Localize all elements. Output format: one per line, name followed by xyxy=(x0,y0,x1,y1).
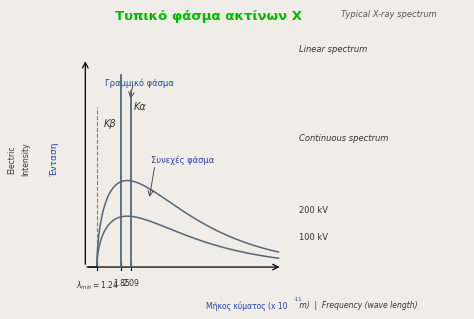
Text: Kβ: Kβ xyxy=(104,119,116,129)
Text: m)  |  Frequency (wave length): m) | Frequency (wave length) xyxy=(297,301,418,310)
Text: 200 kV: 200 kV xyxy=(299,206,328,215)
Text: Continuous spectrum: Continuous spectrum xyxy=(299,134,388,143)
Text: $\lambda_{min}=1.24$: $\lambda_{min}=1.24$ xyxy=(75,279,118,292)
Text: Typical X-ray spectrum: Typical X-ray spectrum xyxy=(341,10,437,19)
Text: Kα: Kα xyxy=(134,102,146,112)
Text: Ένταση: Ένταση xyxy=(50,142,59,177)
Text: Intensity: Intensity xyxy=(22,143,30,176)
Text: 1.85: 1.85 xyxy=(113,279,129,288)
Text: Τυπικό φάσμα ακτίνων Χ: Τυπικό φάσμα ακτίνων Χ xyxy=(115,10,302,23)
Text: 100 kV: 100 kV xyxy=(299,233,328,242)
Text: 2.09: 2.09 xyxy=(122,279,139,288)
Text: Electric: Electric xyxy=(8,145,16,174)
Text: -11: -11 xyxy=(294,297,302,302)
Text: Linear spectrum: Linear spectrum xyxy=(299,45,367,54)
Text: Γραμμικό φάσμα: Γραμμικό φάσμα xyxy=(105,78,174,88)
Text: Συνεχές φάσμα: Συνεχές φάσμα xyxy=(151,156,214,165)
Text: Μήκος κύματος (x 10: Μήκος κύματος (x 10 xyxy=(206,301,288,311)
